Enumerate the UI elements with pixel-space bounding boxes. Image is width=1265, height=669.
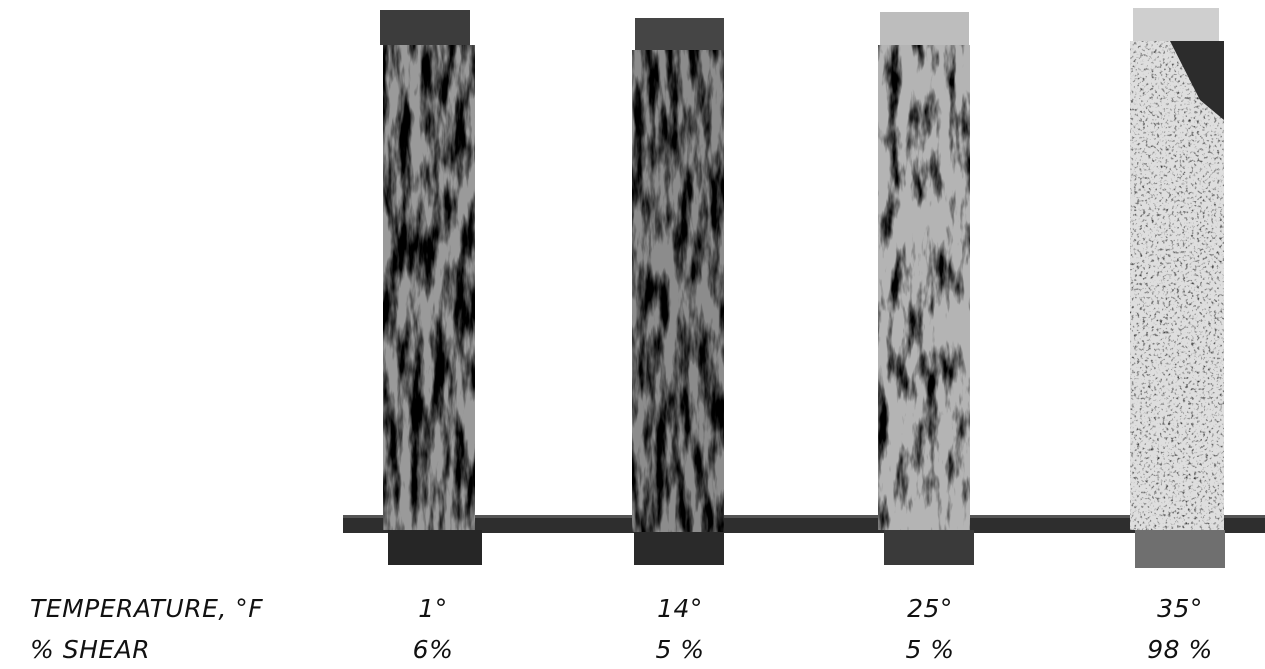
specimen-2-temperature: 14° — [657, 594, 703, 623]
specimen-4-shear: 98 % — [1147, 635, 1213, 664]
shear-row-label: % SHEAR — [30, 635, 151, 664]
specimen-2-shear: 5 % — [655, 635, 705, 664]
specimen-1-bottom-cap — [388, 530, 482, 565]
specimen-3-texture — [878, 45, 970, 530]
support-bar-highlight — [343, 515, 1265, 518]
specimen-4-temperature: 35° — [1157, 594, 1203, 623]
specimen-1 — [380, 10, 482, 565]
specimen-4-lip — [1170, 41, 1224, 120]
specimen-2-bottom-cap — [634, 532, 724, 565]
specimen-1-shear: 6% — [412, 635, 454, 664]
specimen-1-top-cap — [380, 10, 470, 45]
specimen-2-texture — [632, 50, 724, 532]
support-bar — [343, 515, 1265, 533]
specimen-3-top-cap — [880, 12, 969, 45]
specimen-3-bottom-cap — [884, 530, 974, 565]
specimen-1-temperature: 1° — [418, 594, 448, 623]
specimen-3-temperature: 25° — [907, 594, 953, 623]
specimen-4-texture — [1130, 41, 1224, 530]
specimen-4 — [1130, 8, 1225, 568]
specimen-2 — [632, 18, 724, 565]
temperature-row-label: TEMPERATURE, °F — [30, 594, 264, 623]
specimen-4-top-cap — [1133, 8, 1219, 41]
specimen-1-texture — [383, 45, 475, 530]
specimen-3-shear: 5 % — [905, 635, 955, 664]
specimen-2-top-cap — [635, 18, 724, 50]
specimen-3 — [878, 12, 974, 565]
specimen-4-bottom-cap — [1135, 530, 1225, 568]
